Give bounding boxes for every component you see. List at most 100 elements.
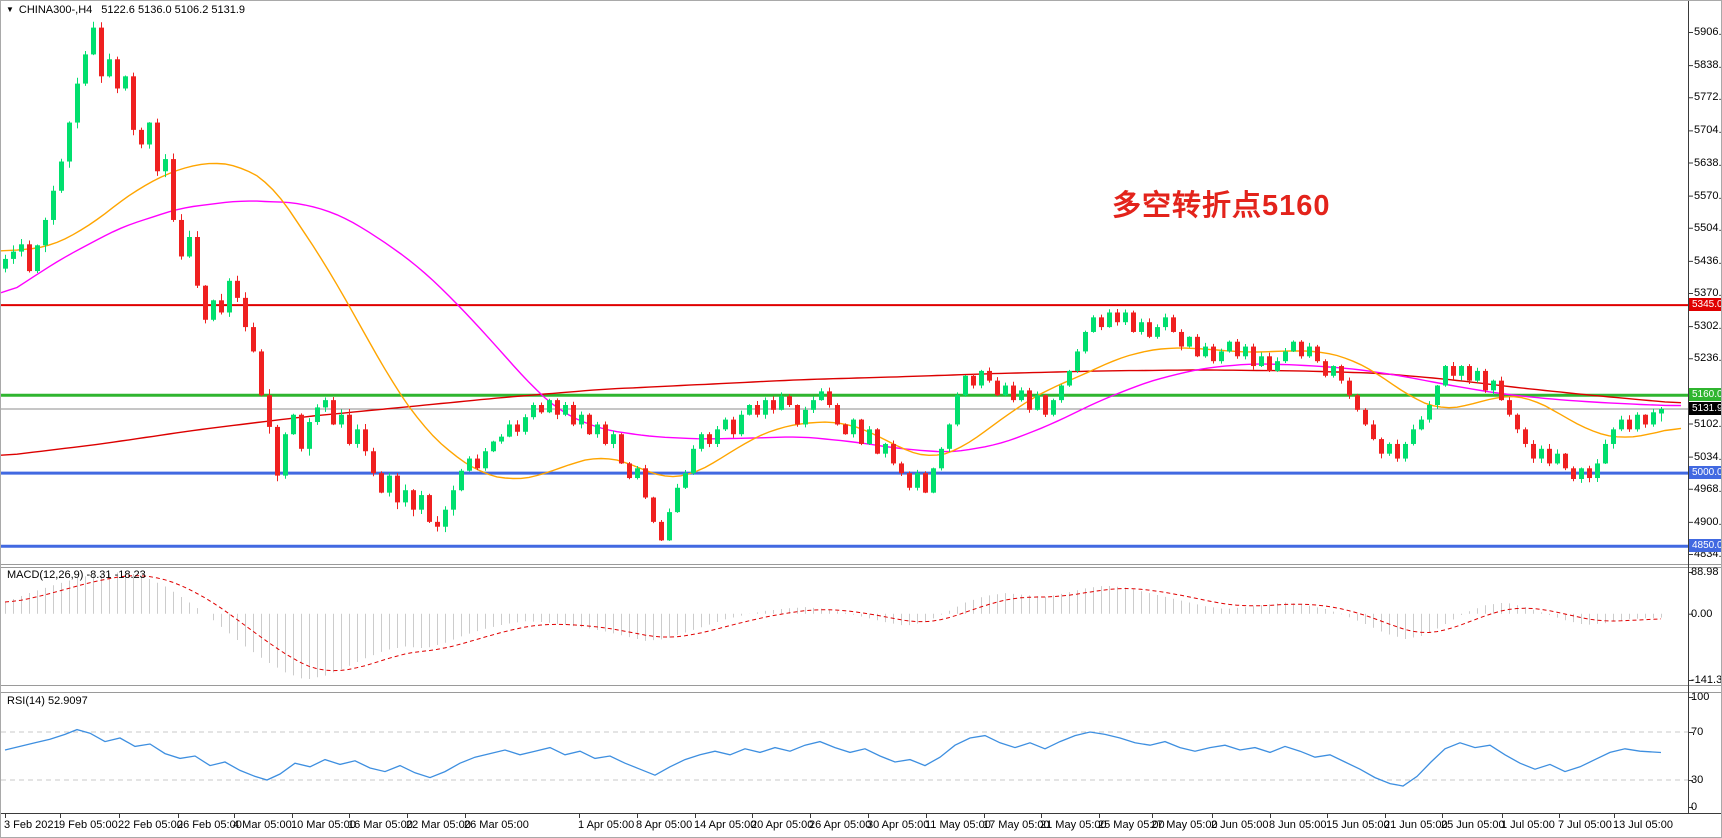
chart-title: ▼ CHINA300-,H4 5122.6 5136.0 5106.2 5131.9 (6, 4, 245, 16)
candle-body (1203, 346, 1208, 357)
candle-body (1147, 322, 1152, 337)
date-label: 21 May 05:00 (1040, 819, 1107, 831)
candle-body (1235, 341, 1240, 357)
candle-body (1275, 361, 1280, 371)
candle-body (1643, 414, 1648, 425)
candle-body (1059, 385, 1064, 401)
candle-body (179, 219, 184, 257)
candle-body (331, 400, 336, 425)
candle-body (1027, 390, 1032, 410)
candle-body (731, 419, 736, 435)
candle-body (83, 54, 88, 84)
candle-body (347, 414, 352, 444)
macd-indicator-label: MACD(12,26,9) -8.31 -18.23 (7, 569, 146, 581)
symbol-timeframe-label: CHINA300-,H4 (18, 4, 93, 16)
candle-body (419, 495, 424, 510)
candle-body (955, 395, 960, 425)
candle-body (227, 280, 232, 313)
candle-body (1515, 414, 1520, 430)
price-tick-label: 5772.0 (1694, 91, 1722, 104)
candle-body (555, 400, 560, 415)
date-label: 26 Apr 05:00 (809, 819, 872, 831)
candle-body (971, 375, 976, 386)
candle-body (915, 473, 920, 488)
candle-body (235, 280, 240, 298)
candle-body (99, 27, 104, 77)
candle-body (1051, 400, 1056, 415)
candle-body (147, 122, 152, 145)
candle-body (579, 414, 584, 425)
candle-body (547, 400, 552, 413)
candle-body (987, 370, 992, 381)
candle-body (851, 419, 856, 435)
candle-body (315, 407, 320, 423)
candle-body (1083, 331, 1088, 352)
price-tick-label: 5302.0 (1694, 320, 1722, 333)
candle-body (827, 391, 832, 405)
candle-body (11, 251, 16, 259)
candle-body (1139, 322, 1144, 332)
candle-body (1099, 317, 1104, 328)
price-tick-label: 5570.0 (1694, 189, 1722, 202)
candle-body (691, 448, 696, 474)
candle-body (467, 458, 472, 471)
candle-body (1179, 331, 1184, 347)
candle-body (483, 451, 488, 469)
candle-body (1379, 439, 1384, 454)
candle-body (1091, 317, 1096, 332)
candle-body (939, 448, 944, 469)
candle-body (475, 458, 480, 469)
candle-body (667, 512, 672, 541)
candle-body (435, 521, 440, 527)
rsi-line (4, 728, 1662, 787)
candle-body (755, 404, 760, 415)
candle-body (1403, 443, 1408, 459)
candle-body (771, 400, 776, 410)
candle-body (595, 424, 600, 435)
candle-body (291, 414, 296, 435)
price-badge: 5000.0 (1689, 466, 1721, 479)
candle-body (1651, 412, 1656, 425)
price-tick-label: 4900.0 (1694, 515, 1722, 528)
date-label: 27 May 05:00 (1151, 819, 1218, 831)
candle-body (1019, 390, 1024, 401)
candle-body (115, 59, 120, 89)
candle-body (1531, 443, 1536, 459)
rsi-indicator-label: RSI(14) 52.9097 (7, 695, 88, 707)
collapse-triangle-icon[interactable]: ▼ (6, 5, 14, 14)
price-badge: 5131.9 (1689, 402, 1721, 415)
candle-body (491, 441, 496, 452)
candle-body (1307, 346, 1312, 357)
candle-body (1323, 361, 1328, 376)
candle-body (1347, 380, 1352, 396)
date-label: 13 Jul 05:00 (1613, 819, 1673, 831)
candle-body (243, 297, 248, 328)
candle-body (539, 404, 544, 413)
date-label: 22 Mar 05:00 (406, 819, 471, 831)
candle-body (1427, 404, 1432, 420)
date-label: 17 May 05:00 (983, 819, 1050, 831)
candle-body (1131, 312, 1136, 332)
candle-body (835, 404, 840, 425)
macd-tick-label: 0.00 (1691, 607, 1713, 620)
candle-body (19, 244, 24, 252)
date-label: 1 Jul 05:00 (1501, 819, 1555, 831)
candle-body (379, 473, 384, 493)
candle-body (1611, 429, 1616, 444)
candle-body (1243, 346, 1248, 357)
candle-body (531, 404, 536, 418)
candle-body (635, 468, 640, 479)
candle-body (171, 159, 176, 220)
annotation-text: 多空转折点5160 (1112, 190, 1331, 222)
date-label: 25 May 05:00 (1098, 819, 1165, 831)
candle-body (35, 245, 40, 272)
candle-body (715, 429, 720, 444)
candle-body (1107, 312, 1112, 328)
candle-body (1067, 370, 1072, 386)
candle-body (1259, 356, 1264, 367)
candle-body (811, 400, 816, 410)
candle-body (683, 473, 688, 488)
candle-body (283, 434, 288, 476)
candle-body (1211, 346, 1216, 362)
